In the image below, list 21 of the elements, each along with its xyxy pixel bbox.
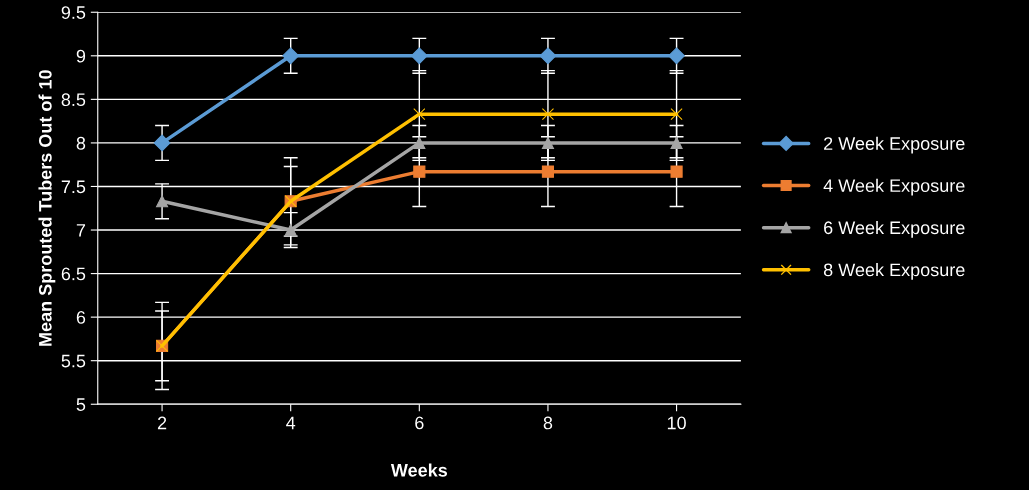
y-tick-label: 9.5 bbox=[61, 6, 86, 19]
x-tick-label: 2 bbox=[157, 416, 167, 430]
legend-label: 8 Week Exposure bbox=[823, 263, 965, 280]
legend-label: 4 Week Exposure bbox=[823, 178, 965, 196]
y-tick-label: 6 bbox=[76, 311, 86, 324]
x-axis-title: Weeks bbox=[390, 463, 448, 477]
x-tick-label: 10 bbox=[667, 416, 686, 430]
y-tick-label: 8.5 bbox=[61, 93, 86, 107]
y-axis-title: Mean Sprouted Tubers Out of 10 bbox=[38, 70, 56, 346]
x-tick-label: 4 bbox=[286, 416, 296, 430]
y-tick-label: 7 bbox=[76, 224, 86, 237]
legend-label: 2 Week Exposure bbox=[824, 136, 965, 154]
legend-label: 6 Week Exposure bbox=[824, 220, 965, 238]
y-tick-label: 5 bbox=[76, 398, 86, 411]
y-tick-label: 9 bbox=[76, 49, 86, 63]
x-tick-label: 6 bbox=[415, 416, 424, 430]
y-tick-label: 7.5 bbox=[61, 180, 86, 194]
y-tick-label: 5.5 bbox=[61, 354, 86, 368]
y-tick-label: 6.5 bbox=[61, 267, 86, 281]
y-tick-label: 8 bbox=[76, 136, 86, 150]
x-tick-label: 8 bbox=[543, 416, 553, 430]
